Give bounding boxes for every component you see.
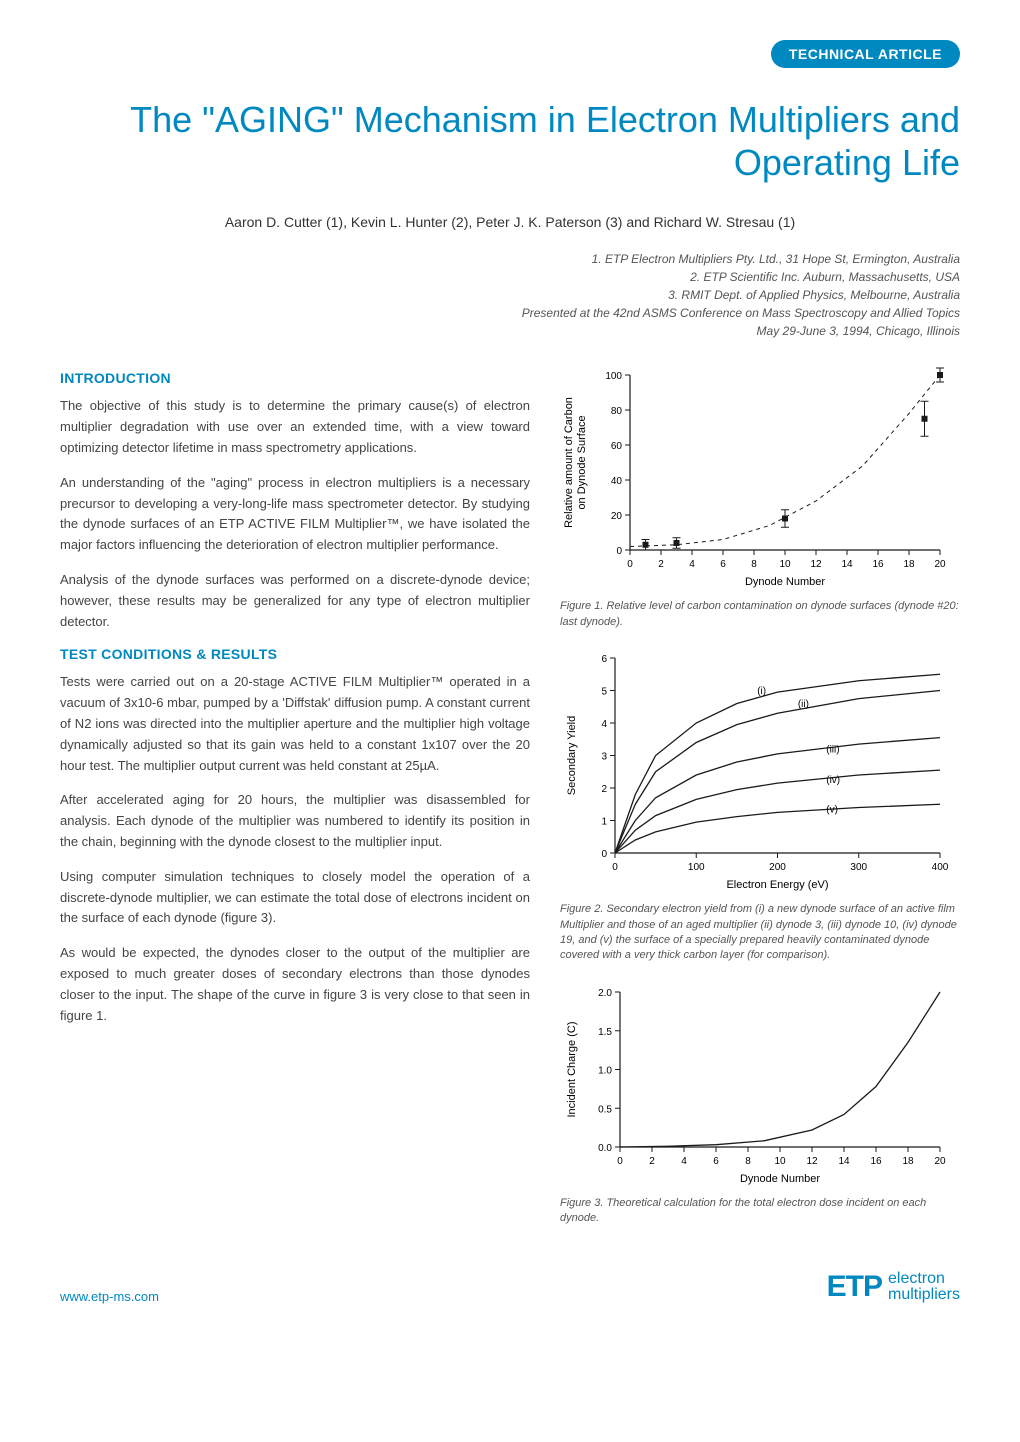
svg-text:80: 80 bbox=[611, 406, 623, 417]
header-badge: TECHNICAL ARTICLE bbox=[771, 40, 960, 68]
svg-text:3: 3 bbox=[601, 752, 607, 763]
svg-text:100: 100 bbox=[605, 371, 622, 382]
svg-text:(ii): (ii) bbox=[798, 699, 809, 710]
svg-text:12: 12 bbox=[806, 1156, 818, 1167]
intro-heading: INTRODUCTION bbox=[60, 370, 530, 386]
svg-text:Dynode Number: Dynode Number bbox=[740, 1173, 820, 1185]
svg-text:4: 4 bbox=[681, 1156, 687, 1167]
svg-text:12: 12 bbox=[810, 559, 822, 570]
svg-text:6: 6 bbox=[601, 654, 607, 665]
svg-text:300: 300 bbox=[850, 862, 867, 873]
svg-text:0: 0 bbox=[616, 546, 622, 557]
figure-3-chart: 0 2 4 6 8 10 12 14 16 18 20 0.0 0.5 1.0 1.5 2.0 Dynode N… bbox=[560, 982, 960, 1192]
svg-text:10: 10 bbox=[774, 1156, 786, 1167]
left-column: INTRODUCTION The objective of this study… bbox=[60, 365, 530, 1244]
svg-text:40: 40 bbox=[611, 476, 623, 487]
svg-text:Incident Charge (C): Incident Charge (C) bbox=[566, 1021, 578, 1117]
logo: ETP electronmultipliers bbox=[827, 1270, 960, 1304]
svg-text:0: 0 bbox=[601, 849, 607, 860]
svg-text:20: 20 bbox=[611, 511, 623, 522]
figure-1-chart: 0 2 4 6 8 10 12 14 16 18 20 0 20 40 60 80 100 Dynode Numb… bbox=[560, 365, 960, 595]
page-title: The "AGING" Mechanism in Electron Multip… bbox=[60, 98, 960, 184]
logo-subtext: electronmultipliers bbox=[888, 1271, 960, 1303]
svg-text:0: 0 bbox=[612, 862, 618, 873]
intro-paragraph: Analysis of the dynode surfaces was perf… bbox=[60, 570, 530, 632]
svg-text:1: 1 bbox=[601, 817, 607, 828]
intro-paragraph: An understanding of the "aging" process … bbox=[60, 473, 530, 556]
affiliations: 1. ETP Electron Multipliers Pty. Ltd., 3… bbox=[60, 250, 960, 340]
footer-url: www.etp-ms.com bbox=[60, 1289, 159, 1304]
svg-text:0: 0 bbox=[617, 1156, 623, 1167]
svg-text:14: 14 bbox=[841, 559, 853, 570]
svg-text:Relative amount of Carbon: Relative amount of Carbon bbox=[563, 397, 575, 528]
figure-2-caption: Figure 2. Secondary electron yield from … bbox=[560, 902, 960, 964]
svg-text:(iv): (iv) bbox=[826, 775, 840, 786]
svg-text:20: 20 bbox=[934, 1156, 946, 1167]
logo-etp-text: ETP bbox=[827, 1270, 882, 1304]
authors: Aaron D. Cutter (1), Kevin L. Hunter (2)… bbox=[60, 214, 960, 230]
test-paragraph: Tests were carried out on a 20-stage ACT… bbox=[60, 672, 530, 776]
svg-text:200: 200 bbox=[769, 862, 786, 873]
svg-text:0.5: 0.5 bbox=[598, 1104, 612, 1115]
svg-text:18: 18 bbox=[902, 1156, 914, 1167]
figure-1: 0 2 4 6 8 10 12 14 16 18 20 0 20 40 60 80 100 Dynode Numb… bbox=[560, 365, 960, 630]
svg-text:(i): (i) bbox=[757, 686, 766, 697]
svg-text:2.0: 2.0 bbox=[598, 988, 612, 999]
svg-text:8: 8 bbox=[745, 1156, 751, 1167]
svg-text:16: 16 bbox=[872, 559, 884, 570]
svg-text:Secondary Yield: Secondary Yield bbox=[566, 716, 578, 796]
test-heading: TEST CONDITIONS & RESULTS bbox=[60, 646, 530, 662]
svg-text:0.0: 0.0 bbox=[598, 1143, 612, 1154]
svg-text:0: 0 bbox=[627, 559, 633, 570]
svg-text:6: 6 bbox=[720, 559, 726, 570]
svg-text:20: 20 bbox=[934, 559, 946, 570]
svg-text:2: 2 bbox=[658, 559, 664, 570]
svg-text:10: 10 bbox=[779, 559, 791, 570]
test-paragraph: As would be expected, the dynodes closer… bbox=[60, 943, 530, 1026]
svg-text:1.5: 1.5 bbox=[598, 1026, 612, 1037]
svg-text:Electron Energy (eV): Electron Energy (eV) bbox=[726, 879, 828, 891]
figure-2-chart: 0 100 200 300 400 0 1 2 3 4 5 6 Electron Energy (eV)… bbox=[560, 648, 960, 898]
svg-text:(iii): (iii) bbox=[826, 744, 839, 755]
svg-text:4: 4 bbox=[689, 559, 695, 570]
svg-text:16: 16 bbox=[870, 1156, 882, 1167]
right-column: 02468101214161820020406080100Dynode Numb… bbox=[560, 365, 960, 1244]
test-paragraph: Using computer simulation techniques to … bbox=[60, 867, 530, 929]
svg-text:100: 100 bbox=[688, 862, 705, 873]
svg-text:8: 8 bbox=[751, 559, 757, 570]
svg-text:18: 18 bbox=[903, 559, 915, 570]
test-paragraph: After accelerated aging for 20 hours, th… bbox=[60, 790, 530, 852]
figure-1-caption: Figure 1. Relative level of carbon conta… bbox=[560, 599, 960, 630]
svg-text:Dynode Number: Dynode Number bbox=[745, 576, 825, 588]
svg-text:14: 14 bbox=[838, 1156, 850, 1167]
svg-text:2: 2 bbox=[649, 1156, 655, 1167]
svg-text:4: 4 bbox=[601, 719, 607, 730]
intro-paragraph: The objective of this study is to determ… bbox=[60, 396, 530, 458]
figure-3: 0 2 4 6 8 10 12 14 16 18 20 0.0 0.5 1.0 1.5 2.0 Dynode N… bbox=[560, 982, 960, 1227]
svg-text:60: 60 bbox=[611, 441, 623, 452]
svg-text:5: 5 bbox=[601, 687, 607, 698]
figure-2: 0 100 200 300 400 0 1 2 3 4 5 6 Electron Energy (eV)… bbox=[560, 648, 960, 964]
svg-text:400: 400 bbox=[932, 862, 949, 873]
svg-text:(v): (v) bbox=[826, 805, 838, 816]
svg-text:6: 6 bbox=[713, 1156, 719, 1167]
svg-text:2: 2 bbox=[601, 784, 607, 795]
svg-text:1.0: 1.0 bbox=[598, 1065, 612, 1076]
figure-3-caption: Figure 3. Theoretical calculation for th… bbox=[560, 1196, 960, 1227]
footer: www.etp-ms.com ETP electronmultipliers bbox=[60, 1270, 960, 1304]
svg-text:on Dynode Surface: on Dynode Surface bbox=[576, 416, 588, 510]
